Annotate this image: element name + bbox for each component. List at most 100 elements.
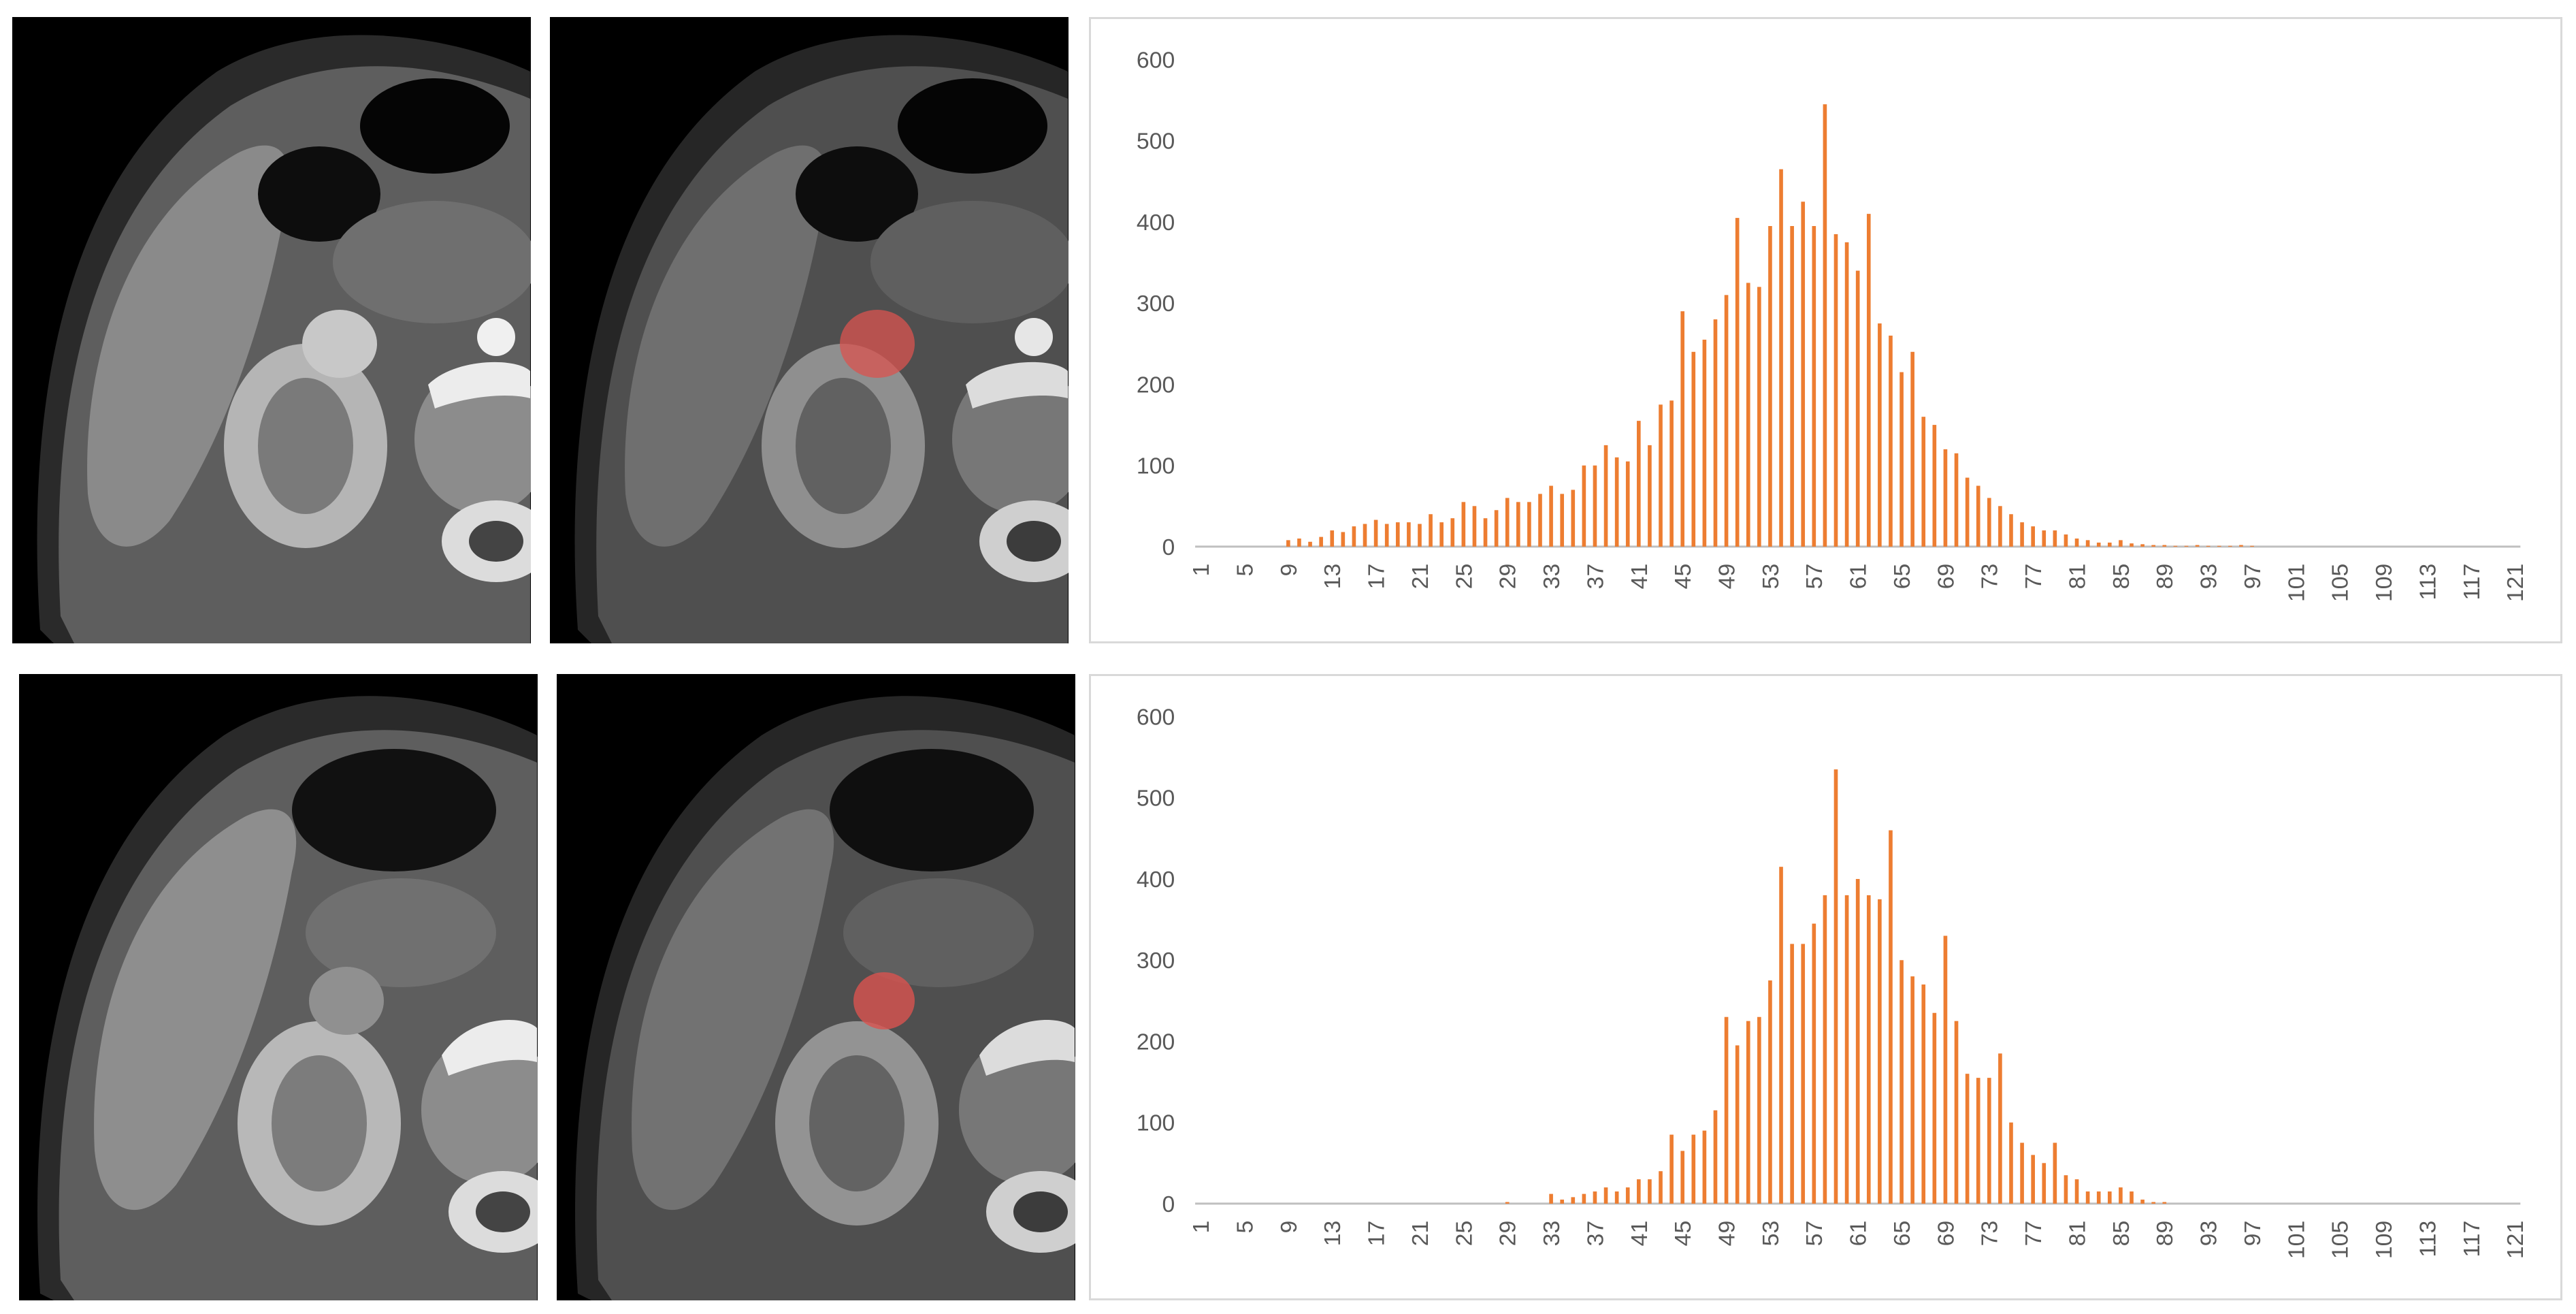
histogram-bar (1319, 536, 1323, 547)
histogram-bar (1407, 522, 1411, 547)
x-tick-label: 81 (2064, 564, 2090, 590)
histogram-bar (1648, 1179, 1652, 1204)
histogram-bar (1669, 1134, 1674, 1204)
histogram-bar (2096, 542, 2101, 547)
histogram-bar (1855, 879, 1860, 1204)
ct-image-case1-roi (550, 17, 1069, 643)
histogram-bar (1429, 514, 1433, 547)
x-tick-label: 121 (2502, 1221, 2528, 1259)
histogram-bar (1450, 518, 1455, 547)
histogram-bar (1461, 502, 1466, 547)
x-tick-label: 29 (1495, 564, 1521, 590)
histogram-bar (1757, 287, 1761, 547)
y-tick-label: 300 (1137, 291, 1175, 317)
x-tick-label: 37 (1582, 564, 1608, 590)
x-tick-label: 69 (1933, 564, 1959, 590)
x-tick-label: 13 (1320, 1221, 1346, 1247)
histogram-bar (1330, 530, 1335, 547)
histogram-bar (2042, 530, 2047, 547)
x-tick-label: 1 (1188, 1221, 1214, 1234)
x-tick-label: 53 (1758, 564, 1784, 590)
histogram-bar (1921, 984, 1926, 1204)
histogram-bar (2074, 538, 2079, 547)
histogram-bar (1724, 295, 1729, 547)
histogram-bar (1823, 895, 1827, 1204)
y-tick-label: 600 (1137, 705, 1175, 731)
histogram-bar (1472, 506, 1477, 547)
x-tick-label: 61 (1846, 1221, 1872, 1247)
histogram-bar (1286, 540, 1290, 547)
y-tick-label: 0 (1162, 1191, 1175, 1217)
histogram-bar (1976, 1078, 1980, 1204)
histogram-bar (1713, 319, 1718, 547)
histogram-bar (1910, 351, 1914, 547)
x-tick-label: 109 (2371, 564, 2397, 602)
y-tick-label: 100 (1137, 1110, 1175, 1136)
y-tick-label: 400 (1137, 210, 1175, 236)
histogram-bar (1954, 1021, 1959, 1204)
x-tick-label: 117 (2459, 1221, 2485, 1257)
histogram-bar (2031, 526, 2035, 547)
y-tick-label: 600 (1137, 48, 1175, 74)
x-tick-label: 97 (2240, 564, 2266, 590)
histogram-bar (1987, 1078, 1991, 1204)
x-tick-label: 77 (2021, 1221, 2047, 1247)
x-tick-label: 49 (1714, 1221, 1740, 1247)
x-tick-label: 17 (1364, 564, 1390, 590)
ct-scan-graphic (20, 674, 538, 1300)
x-tick-label: 57 (1801, 1221, 1827, 1247)
y-tick-label: 300 (1137, 948, 1175, 974)
histogram-bar (1659, 1171, 1663, 1204)
histogram-bar (1593, 1191, 1597, 1204)
x-tick-label: 1 (1188, 564, 1214, 577)
histogram-bar (1625, 461, 1630, 547)
histogram-bar (1779, 867, 1783, 1204)
histogram-bar (1603, 1187, 1608, 1204)
ct-image-case2-roi (557, 674, 1075, 1300)
histogram-bar (1965, 1074, 1970, 1204)
histogram-bar (1702, 1130, 1707, 1204)
histogram-bar (1801, 944, 1806, 1204)
histogram-bar (2042, 1163, 2047, 1204)
x-tick-label: 93 (2196, 564, 2222, 590)
x-tick-label: 105 (2328, 564, 2353, 602)
x-tick-label: 45 (1670, 1221, 1696, 1247)
x-tick-label: 121 (2502, 564, 2528, 602)
x-tick-label: 85 (2108, 1221, 2134, 1247)
x-tick-label: 29 (1495, 1221, 1521, 1247)
histogram-bar (2108, 1191, 2112, 1204)
histogram-bar (1844, 895, 1849, 1204)
histogram-bar (1505, 498, 1510, 547)
histogram-bar (2119, 540, 2123, 547)
histogram-bar (1910, 976, 1914, 1204)
histogram-bar (1746, 1021, 1750, 1204)
histogram-bar (2162, 545, 2167, 547)
x-tick-label: 113 (2415, 564, 2441, 600)
x-tick-label: 33 (1539, 1221, 1565, 1247)
histogram-bar (2184, 545, 2189, 547)
x-tick-label: 89 (2152, 1221, 2178, 1247)
histogram-bar (2064, 534, 2068, 547)
x-tick-label: 25 (1451, 564, 1477, 590)
histogram-bar (1866, 895, 1871, 1204)
histogram-bar (2239, 545, 2243, 547)
histogram-bar (1571, 1197, 1576, 1204)
x-tick-label: 33 (1539, 564, 1565, 590)
histogram-bar (1691, 1134, 1696, 1204)
x-tick-label: 41 (1627, 1221, 1652, 1247)
histogram-bar (2151, 1202, 2156, 1204)
ct-image-case2-original (19, 674, 538, 1300)
histogram-bar (1900, 960, 1904, 1204)
x-tick-label: 117 (2459, 564, 2485, 600)
x-tick-label: 41 (1627, 564, 1652, 590)
histogram-bar (1790, 226, 1794, 547)
x-tick-label: 73 (1977, 1221, 2003, 1247)
x-tick-label: 77 (2021, 564, 2047, 590)
histogram-bar (1505, 1202, 1510, 1204)
histogram-bar (1297, 538, 1301, 547)
ct-scan-graphic (551, 17, 1069, 643)
histogram-chart-1: 0 100 200 300 400 500 600 1 5 9 13 17 21 25 29 33 37 41 45… (1089, 17, 2562, 643)
histogram-bar (2009, 1122, 2013, 1204)
histogram-bar (1735, 1045, 1740, 1204)
histogram-bar (1593, 465, 1597, 547)
